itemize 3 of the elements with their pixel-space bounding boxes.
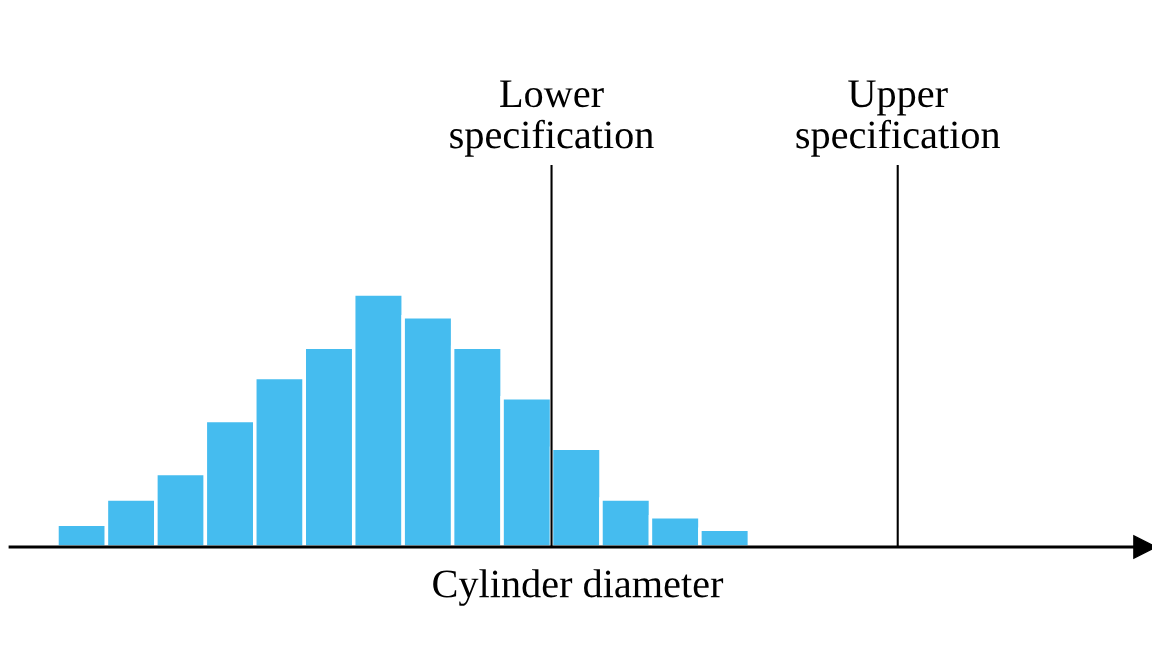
text: Lower specification [450,80,654,157]
text: Upper specification [796,80,1000,157]
x-axis-title: Cylinder diameter [433,569,724,606]
